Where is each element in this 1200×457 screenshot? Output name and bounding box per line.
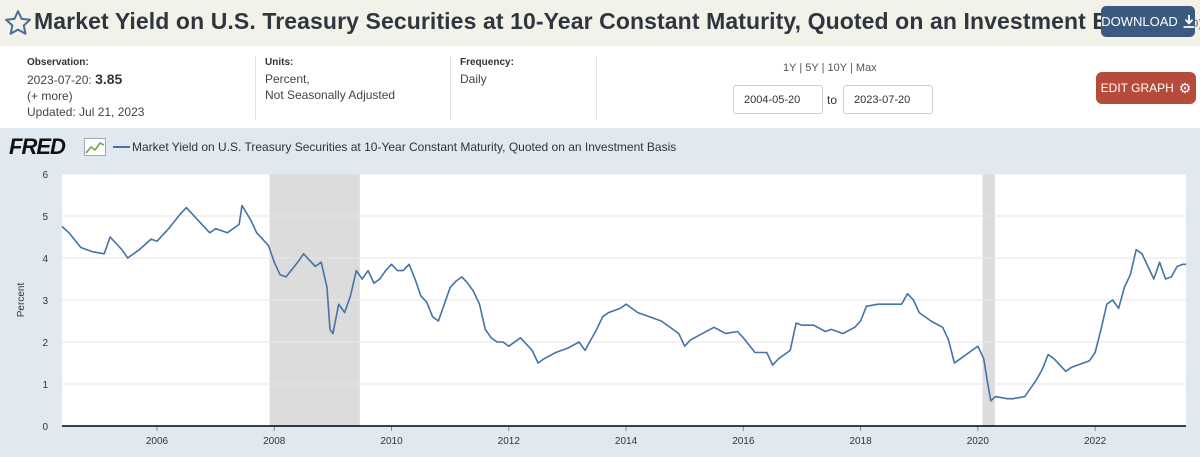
units-label: Units: — [265, 57, 294, 68]
observation-label: Observation: — [27, 57, 89, 68]
to-label: to — [827, 93, 838, 107]
y-tick-label: 0 — [42, 422, 48, 433]
meta-divider — [596, 56, 597, 120]
x-tick-label: 2012 — [498, 436, 521, 447]
meta-divider — [450, 56, 451, 120]
fred-logo-graph-icon — [84, 138, 106, 156]
meta-divider — [255, 56, 256, 120]
range-5y[interactable]: 5Y — [805, 62, 819, 74]
y-tick-label: 3 — [42, 296, 48, 307]
y-tick-label: 6 — [42, 170, 48, 181]
range-1y[interactable]: 1Y — [783, 62, 797, 74]
x-tick-label: 2018 — [849, 436, 872, 447]
series-line-dgs10 — [61, 204, 1186, 402]
units-line1: Percent, — [265, 72, 310, 86]
end-date-input[interactable]: 2023-07-20 — [843, 85, 933, 114]
x-tick-label: 2014 — [615, 436, 638, 447]
units-block: Units: Percent, Not Seasonally Adjusted — [265, 55, 395, 103]
observation-value: 3.85 — [95, 71, 123, 87]
legend-swatch — [113, 146, 130, 148]
y-tick-label: 4 — [42, 254, 48, 265]
x-tick-label: 2016 — [732, 436, 755, 447]
page-title-text: Market Yield on U.S. Treasury Securities… — [34, 8, 1155, 34]
range-max[interactable]: Max — [855, 62, 877, 74]
range-10y[interactable]: 10Y — [827, 62, 847, 74]
range-sep: | — [821, 62, 825, 74]
download-button[interactable]: DOWNLOAD — [1101, 6, 1195, 37]
range-sep: | — [849, 62, 853, 74]
range-sep: | — [799, 62, 803, 74]
y-tick-label: 1 — [42, 380, 48, 391]
frequency-label: Frequency: — [460, 57, 514, 68]
frequency-block: Frequency: Daily — [460, 55, 514, 87]
x-tick-label: 2006 — [146, 436, 169, 447]
edit-graph-label: EDIT GRAPH — [1100, 81, 1174, 95]
y-tick-label: 5 — [42, 212, 48, 223]
legend-label: Market Yield on U.S. Treasury Securities… — [132, 140, 677, 154]
download-icon — [1183, 15, 1195, 28]
frequency-value: Daily — [460, 72, 487, 86]
observation-date: 2023-07-20: — [27, 73, 92, 87]
range-links: 1Y | 5Y | 10Y | Max — [783, 62, 877, 74]
start-date-input[interactable]: 2004-05-20 — [733, 85, 823, 114]
x-tick-label: 2010 — [380, 436, 403, 447]
title-bar — [0, 0, 1200, 46]
download-label: DOWNLOAD — [1101, 14, 1178, 29]
updated-date: Updated: Jul 21, 2023 — [27, 105, 145, 119]
x-tick-label: 2008 — [263, 436, 286, 447]
edit-graph-button[interactable]: EDIT GRAPH ⚙ — [1096, 72, 1196, 104]
y-tick-label: 2 — [42, 338, 48, 349]
gear-icon: ⚙ — [1178, 79, 1192, 96]
y-axis-label: Percent — [16, 283, 27, 318]
units-line2: Not Seasonally Adjusted — [265, 88, 396, 102]
x-tick-label: 2020 — [967, 436, 990, 447]
x-tick-label: 2022 — [1084, 436, 1107, 447]
page-title: Market Yield on U.S. Treasury Securities… — [34, 8, 1200, 35]
more-link[interactable]: (+ more) — [27, 89, 73, 103]
line-chart: 0 1 2 3 4 5 6 2006 2008 2010 2012 2014 2016 2018 2020 2… — [16, 170, 1186, 447]
observation-block: Observation: 2023-07-20: 3.85 (+ more) U… — [27, 55, 144, 120]
star-icon[interactable] — [3, 8, 33, 38]
fred-logo[interactable]: FRED — [9, 134, 66, 159]
